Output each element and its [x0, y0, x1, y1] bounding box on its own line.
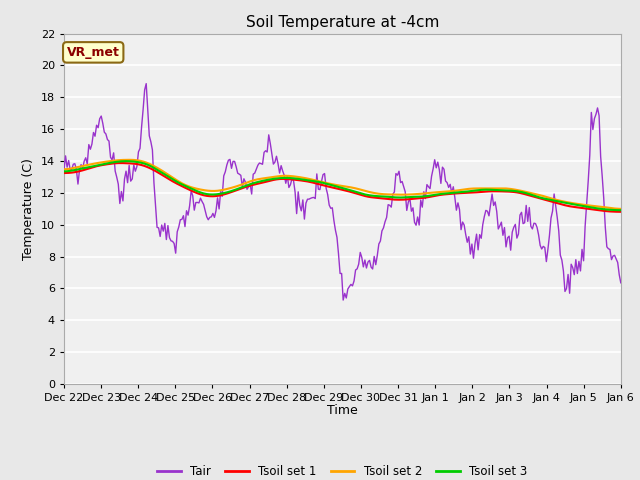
Text: VR_met: VR_met: [67, 46, 120, 59]
X-axis label: Time: Time: [327, 405, 358, 418]
Y-axis label: Temperature (C): Temperature (C): [22, 158, 35, 260]
Title: Soil Temperature at -4cm: Soil Temperature at -4cm: [246, 15, 439, 30]
Legend: Tair, Tsoil set 1, Tsoil set 2, Tsoil set 3: Tair, Tsoil set 1, Tsoil set 2, Tsoil se…: [152, 461, 532, 480]
